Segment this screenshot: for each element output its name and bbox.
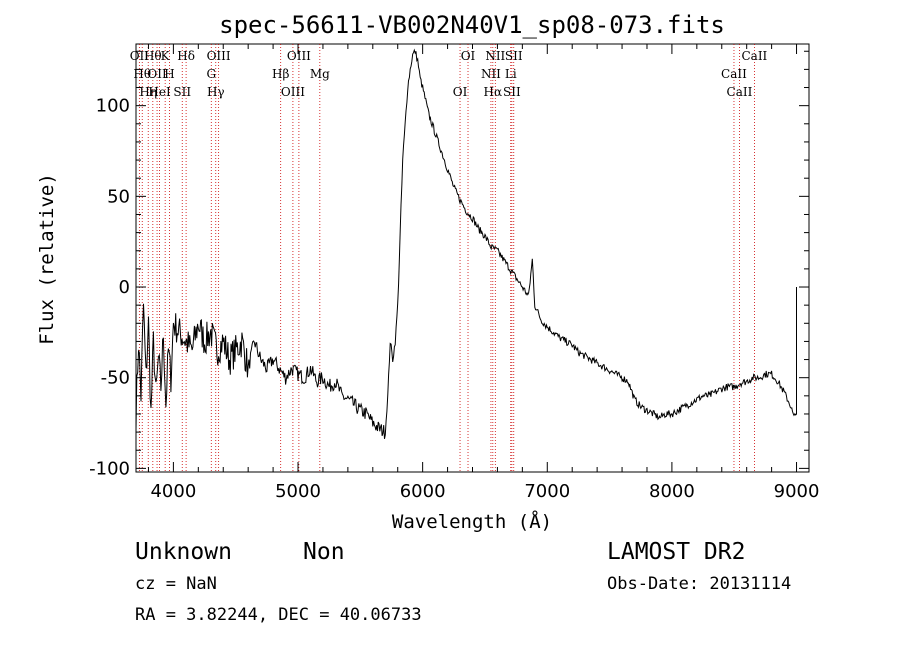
observation-date: Obs-Date: 20131114 (607, 574, 791, 594)
spectrum-line (136, 48, 797, 439)
x-axis-label: Wavelength (Å) (392, 510, 552, 533)
spectral-line-label: Hβ (272, 67, 289, 81)
x-tick-label: 6000 (400, 481, 446, 502)
spectral-line-label: OII (147, 67, 167, 81)
plot-frame (135, 43, 810, 473)
chart-title: spec-56611-VB002N40V1_sp08-073.fits (219, 11, 725, 39)
spectral-line-label: Hα (484, 85, 503, 99)
spectral-line-label: OI (461, 49, 476, 63)
object-class: Unknown (135, 539, 232, 565)
y-tick-label: -100 (89, 458, 130, 479)
spectral-line-label: OII (130, 49, 150, 63)
spectral-line-label: Mg (310, 67, 330, 81)
x-tick-label: 7000 (524, 481, 570, 502)
x-axis: 4000 5000 6000 7000 8000 9000 (147, 44, 820, 502)
spectral-line-label: H (164, 67, 174, 81)
spectral-line-label: G (206, 67, 216, 81)
y-axis-label: Flux (relative) (36, 173, 58, 345)
spectral-line-label: Hθ (144, 49, 162, 63)
x-tick-label: 8000 (649, 481, 695, 502)
y-tick-label: 50 (107, 186, 130, 207)
y-axis: -100 -50 0 50 100 (89, 50, 809, 479)
spectral-line-label: SII (173, 85, 191, 99)
spectral-lines (138, 44, 755, 472)
spectral-line-label: Hδ (177, 49, 195, 63)
y-tick-label: 100 (96, 96, 130, 117)
spectral-line-label: SII (503, 85, 521, 99)
spectral-line-label: OIII (281, 85, 305, 99)
spectral-line-label: Hγ (207, 85, 225, 99)
spectral-line-label: K (161, 49, 171, 63)
spectral-line-label: CaII (741, 49, 767, 63)
spectral-line-label: CaII (727, 85, 753, 99)
coordinates: RA = 3.82244, DEC = 40.06733 (135, 605, 422, 625)
spectral-line-label: NII (481, 67, 501, 81)
spectral-line-labels: OIIHθHηHθOIIHeIKHSIIHδGHγOIIIHβOIIIOIIIM… (130, 49, 768, 99)
spectral-line-label: OIII (287, 49, 311, 63)
spectral-line-label: NII (485, 49, 505, 63)
object-subclass: Non (303, 539, 345, 565)
y-tick-label: 0 (119, 277, 130, 298)
spectral-line-label: Li (505, 67, 517, 81)
spectral-line-label: Hη (139, 85, 157, 99)
spectral-line-label: OI (453, 85, 468, 99)
spectral-line-label: OIII (207, 49, 231, 63)
spectral-line-label: CaII (721, 67, 747, 81)
spectral-line-label: HeI (148, 85, 171, 99)
spectral-line-label: Hθ (133, 67, 151, 81)
survey-name: LAMOST DR2 (607, 539, 745, 565)
redshift-value: cz = NaN (135, 574, 217, 594)
x-tick-label: 9000 (774, 481, 820, 502)
y-tick-label: -50 (101, 368, 130, 389)
x-tick-label: 5000 (275, 481, 321, 502)
series-layer (136, 48, 797, 439)
spectral-line-label: SII (505, 49, 523, 63)
x-tick-label: 4000 (150, 481, 196, 502)
